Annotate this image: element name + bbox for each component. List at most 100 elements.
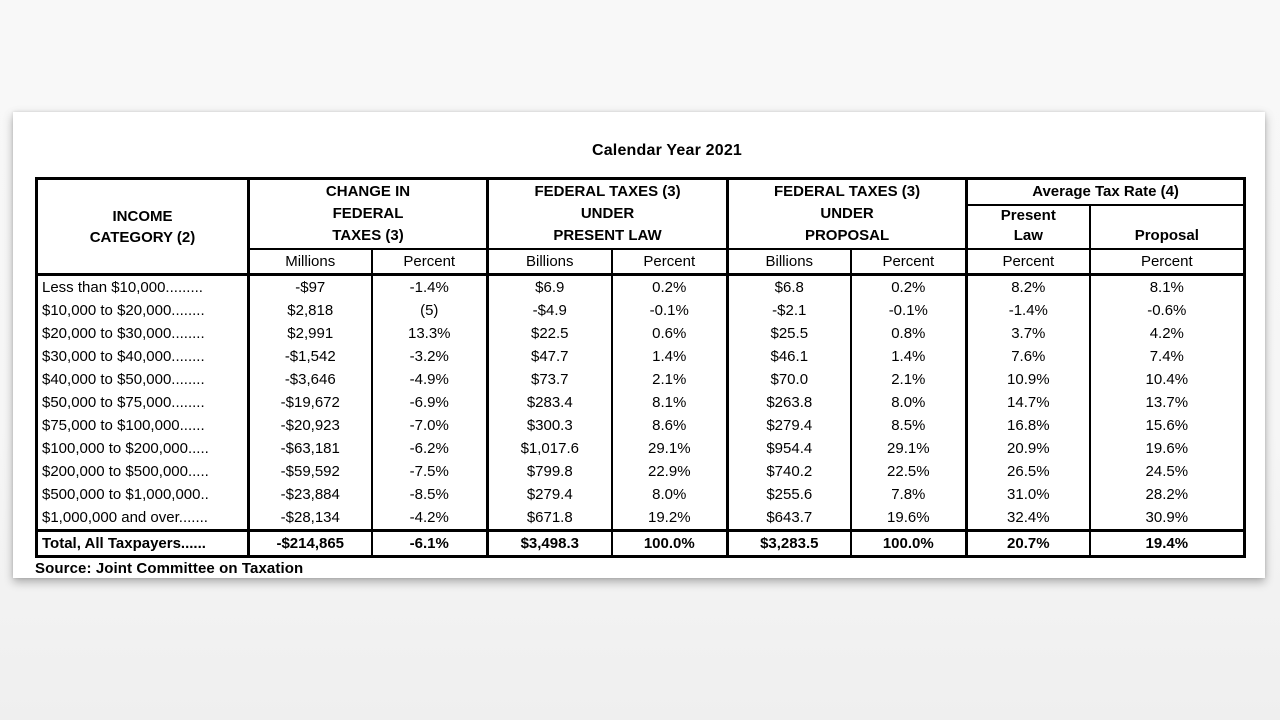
value-cell: 13.3% <box>370 322 489 345</box>
value-cell: -7.5% <box>370 460 489 483</box>
total-value-cell: $3,498.3 <box>486 529 613 558</box>
value-cell: 2.1% <box>610 368 729 391</box>
value-cell: 8.0% <box>849 391 968 414</box>
value-cell: 19.2% <box>610 506 729 531</box>
table-row: $20,000 to $30,000........ $2,991 13.3% $22… <box>35 322 1246 345</box>
total-label-cell: Total, All Taxpayers...... <box>35 529 250 558</box>
income-category-cell: $20,000 to $30,000........ <box>35 322 250 345</box>
value-cell: 0.8% <box>849 322 968 345</box>
value-cell: -4.9% <box>370 368 489 391</box>
value-cell: 14.7% <box>965 391 1091 414</box>
value-cell: 7.6% <box>965 345 1091 368</box>
value-cell: $283.4 <box>486 391 613 414</box>
income-category-cell: $100,000 to $200,000..... <box>35 437 250 460</box>
value-cell: -3.2% <box>370 345 489 368</box>
value-cell: -$59,592 <box>247 460 373 483</box>
value-cell: 1.4% <box>849 345 968 368</box>
value-cell: -1.4% <box>370 274 489 299</box>
value-cell: $6.9 <box>486 274 613 299</box>
group-header-line: CHANGE IN <box>325 182 411 200</box>
income-category-cell: $30,000 to $40,000........ <box>35 345 250 368</box>
value-cell: $300.3 <box>486 414 613 437</box>
value-cell: $46.1 <box>726 345 852 368</box>
value-cell: 8.1% <box>610 391 729 414</box>
income-category-cell: $75,000 to $100,000...... <box>35 414 250 437</box>
value-cell: 8.5% <box>849 414 968 437</box>
group-header-line: PRESENT LAW <box>553 226 662 244</box>
value-cell: -$63,181 <box>247 437 373 460</box>
value-cell: $740.2 <box>726 460 852 483</box>
document-page: Calendar Year 2021 INCOME CATEGORY (2) C… <box>13 112 1265 578</box>
value-cell: 3.7% <box>965 322 1091 345</box>
value-cell: -8.5% <box>370 483 489 506</box>
table-row: Less than $10,000......... -$97 -1.4% $6.9 0… <box>35 274 1246 299</box>
table-row: $10,000 to $20,000........ $2,818 (5) -$4.9… <box>35 299 1246 322</box>
value-cell: $1,017.6 <box>486 437 613 460</box>
value-cell: -0.1% <box>849 299 968 322</box>
group-header-line: UNDER <box>580 204 635 222</box>
value-cell: 31.0% <box>965 483 1091 506</box>
value-cell: 0.2% <box>849 274 968 299</box>
unit-header-millions: Millions <box>247 247 373 276</box>
value-cell: 7.8% <box>849 483 968 506</box>
value-cell: 1.4% <box>610 345 729 368</box>
value-cell: $643.7 <box>726 506 852 531</box>
group-header-line: TAXES (3) <box>332 226 404 244</box>
value-cell: -$20,923 <box>247 414 373 437</box>
subgroup-header-line: Proposal <box>1134 226 1199 244</box>
value-cell: 22.9% <box>610 460 729 483</box>
group-header-line: FEDERAL <box>332 204 404 222</box>
value-cell: -$4.9 <box>486 299 613 322</box>
value-cell: -4.2% <box>370 506 489 531</box>
value-cell: 19.6% <box>1088 437 1246 460</box>
income-category-cell: $500,000 to $1,000,000.. <box>35 483 250 506</box>
group-header-line: FEDERAL TAXES (3) <box>534 182 681 200</box>
value-cell: 2.1% <box>849 368 968 391</box>
income-category-cell: $1,000,000 and over....... <box>35 506 250 531</box>
value-cell: 29.1% <box>610 437 729 460</box>
subgroup-header-line: Present <box>1000 206 1056 224</box>
value-cell: 29.1% <box>849 437 968 460</box>
table-footer: Total, All Taxpayers...... -$214,865 -6.… <box>35 529 1246 558</box>
value-cell: $671.8 <box>486 506 613 531</box>
income-category-cell: Less than $10,000......... <box>35 274 250 299</box>
table-row: $500,000 to $1,000,000.. -$23,884 -8.5% $27… <box>35 483 1246 506</box>
total-value-cell: 19.4% <box>1088 529 1246 558</box>
unit-header-percent: Percent <box>1088 247 1246 276</box>
unit-header-billions: Billions <box>486 247 613 276</box>
unit-header-percent: Percent <box>370 247 489 276</box>
value-cell: $6.8 <box>726 274 852 299</box>
value-cell: 0.6% <box>610 322 729 345</box>
value-cell: -$28,134 <box>247 506 373 531</box>
value-cell: $2,818 <box>247 299 373 322</box>
value-cell: $2,991 <box>247 322 373 345</box>
value-cell: -6.9% <box>370 391 489 414</box>
total-value-cell: 100.0% <box>610 529 729 558</box>
table-row: $200,000 to $500,000..... -$59,592 -7.5% $7… <box>35 460 1246 483</box>
unit-header-percent: Percent <box>849 247 968 276</box>
page-title: Calendar Year 2021 <box>591 142 743 159</box>
value-cell: (5) <box>370 299 489 322</box>
total-value-cell: -6.1% <box>370 529 489 558</box>
value-cell: 30.9% <box>1088 506 1246 531</box>
unit-header-billions: Billions <box>726 247 852 276</box>
income-category-header: INCOME CATEGORY (2) <box>35 177 250 276</box>
group-header-change-in-federal-taxes: CHANGE IN FEDERAL TAXES (3) <box>246 177 489 250</box>
group-header-average-tax-rate: Average Tax Rate (4) <box>965 177 1246 206</box>
value-cell: -0.6% <box>1088 299 1246 322</box>
tax-distribution-table: INCOME CATEGORY (2) CHANGE IN FEDERAL TA… <box>35 177 1247 558</box>
value-cell: 7.4% <box>1088 345 1246 368</box>
income-category-cell: $200,000 to $500,000..... <box>35 460 250 483</box>
value-cell: 10.4% <box>1088 368 1246 391</box>
value-cell: 26.5% <box>965 460 1091 483</box>
value-cell: $70.0 <box>726 368 852 391</box>
value-cell: 20.9% <box>965 437 1091 460</box>
value-cell: -$19,672 <box>247 391 373 414</box>
value-cell: 8.1% <box>1088 274 1246 299</box>
value-cell: $263.8 <box>726 391 852 414</box>
income-category-cell: $10,000 to $20,000........ <box>35 299 250 322</box>
table-row: $50,000 to $75,000........ -$19,672 -6.9% $… <box>35 391 1246 414</box>
value-cell: 13.7% <box>1088 391 1246 414</box>
value-cell: 15.6% <box>1088 414 1246 437</box>
income-header-line: INCOME <box>112 207 173 225</box>
